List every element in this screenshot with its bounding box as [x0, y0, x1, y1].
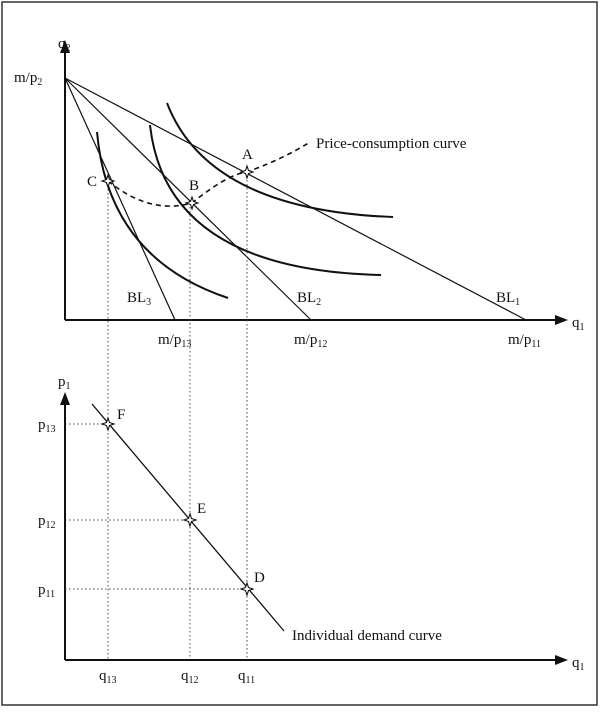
bottom-x-axis-arrow	[555, 655, 568, 665]
top-y-axis-label: q2	[58, 36, 71, 54]
point-d-label: D	[254, 570, 265, 586]
x-intercept-m-p11: m/p11	[508, 332, 541, 350]
bottom-y-axis-arrow	[60, 392, 70, 405]
point-c-label: C	[87, 174, 97, 190]
price-consumption-curve-label: Price-consumption curve	[316, 136, 467, 152]
point-f-label: F	[117, 407, 125, 423]
indifference-curve-2	[149, 124, 382, 276]
quantity-label-q13: q13	[99, 668, 117, 686]
x-intercept-m-p13: m/p13	[158, 332, 191, 350]
price-label-p11: p11	[38, 582, 55, 600]
budget-line-bl3	[64, 77, 176, 321]
top-x-axis-arrow	[555, 315, 568, 325]
indifference-curve-3	[96, 131, 229, 299]
budget-line-bl2-label: BL2	[297, 290, 321, 308]
individual-demand-curve	[91, 403, 285, 632]
quantity-label-q11: q11	[238, 668, 255, 686]
point-a-label: A	[242, 147, 253, 163]
y-intercept-label: m/p2	[14, 70, 42, 88]
top-y-axis-arrow	[60, 40, 70, 53]
top-x-axis-label: q1	[572, 315, 585, 333]
individual-demand-curve-label: Individual demand curve	[292, 628, 442, 644]
budget-line-bl1	[64, 77, 527, 321]
price-label-p12: p12	[38, 513, 56, 531]
price-consumption-curve	[107, 141, 311, 207]
price-label-p13: p13	[38, 417, 56, 435]
bottom-y-axis-label: p1	[58, 374, 71, 392]
point-b-label: B	[189, 178, 199, 194]
quantity-label-q12: q12	[181, 668, 199, 686]
point-e-label: E	[197, 501, 206, 517]
bottom-x-axis-label: q1	[572, 655, 585, 673]
budget-line-bl2	[64, 77, 312, 321]
budget-line-bl1-label: BL1	[496, 290, 520, 308]
budget-line-bl3-label: BL3	[127, 290, 151, 308]
indifference-curve-1	[166, 102, 394, 218]
x-intercept-m-p12: m/p12	[294, 332, 327, 350]
